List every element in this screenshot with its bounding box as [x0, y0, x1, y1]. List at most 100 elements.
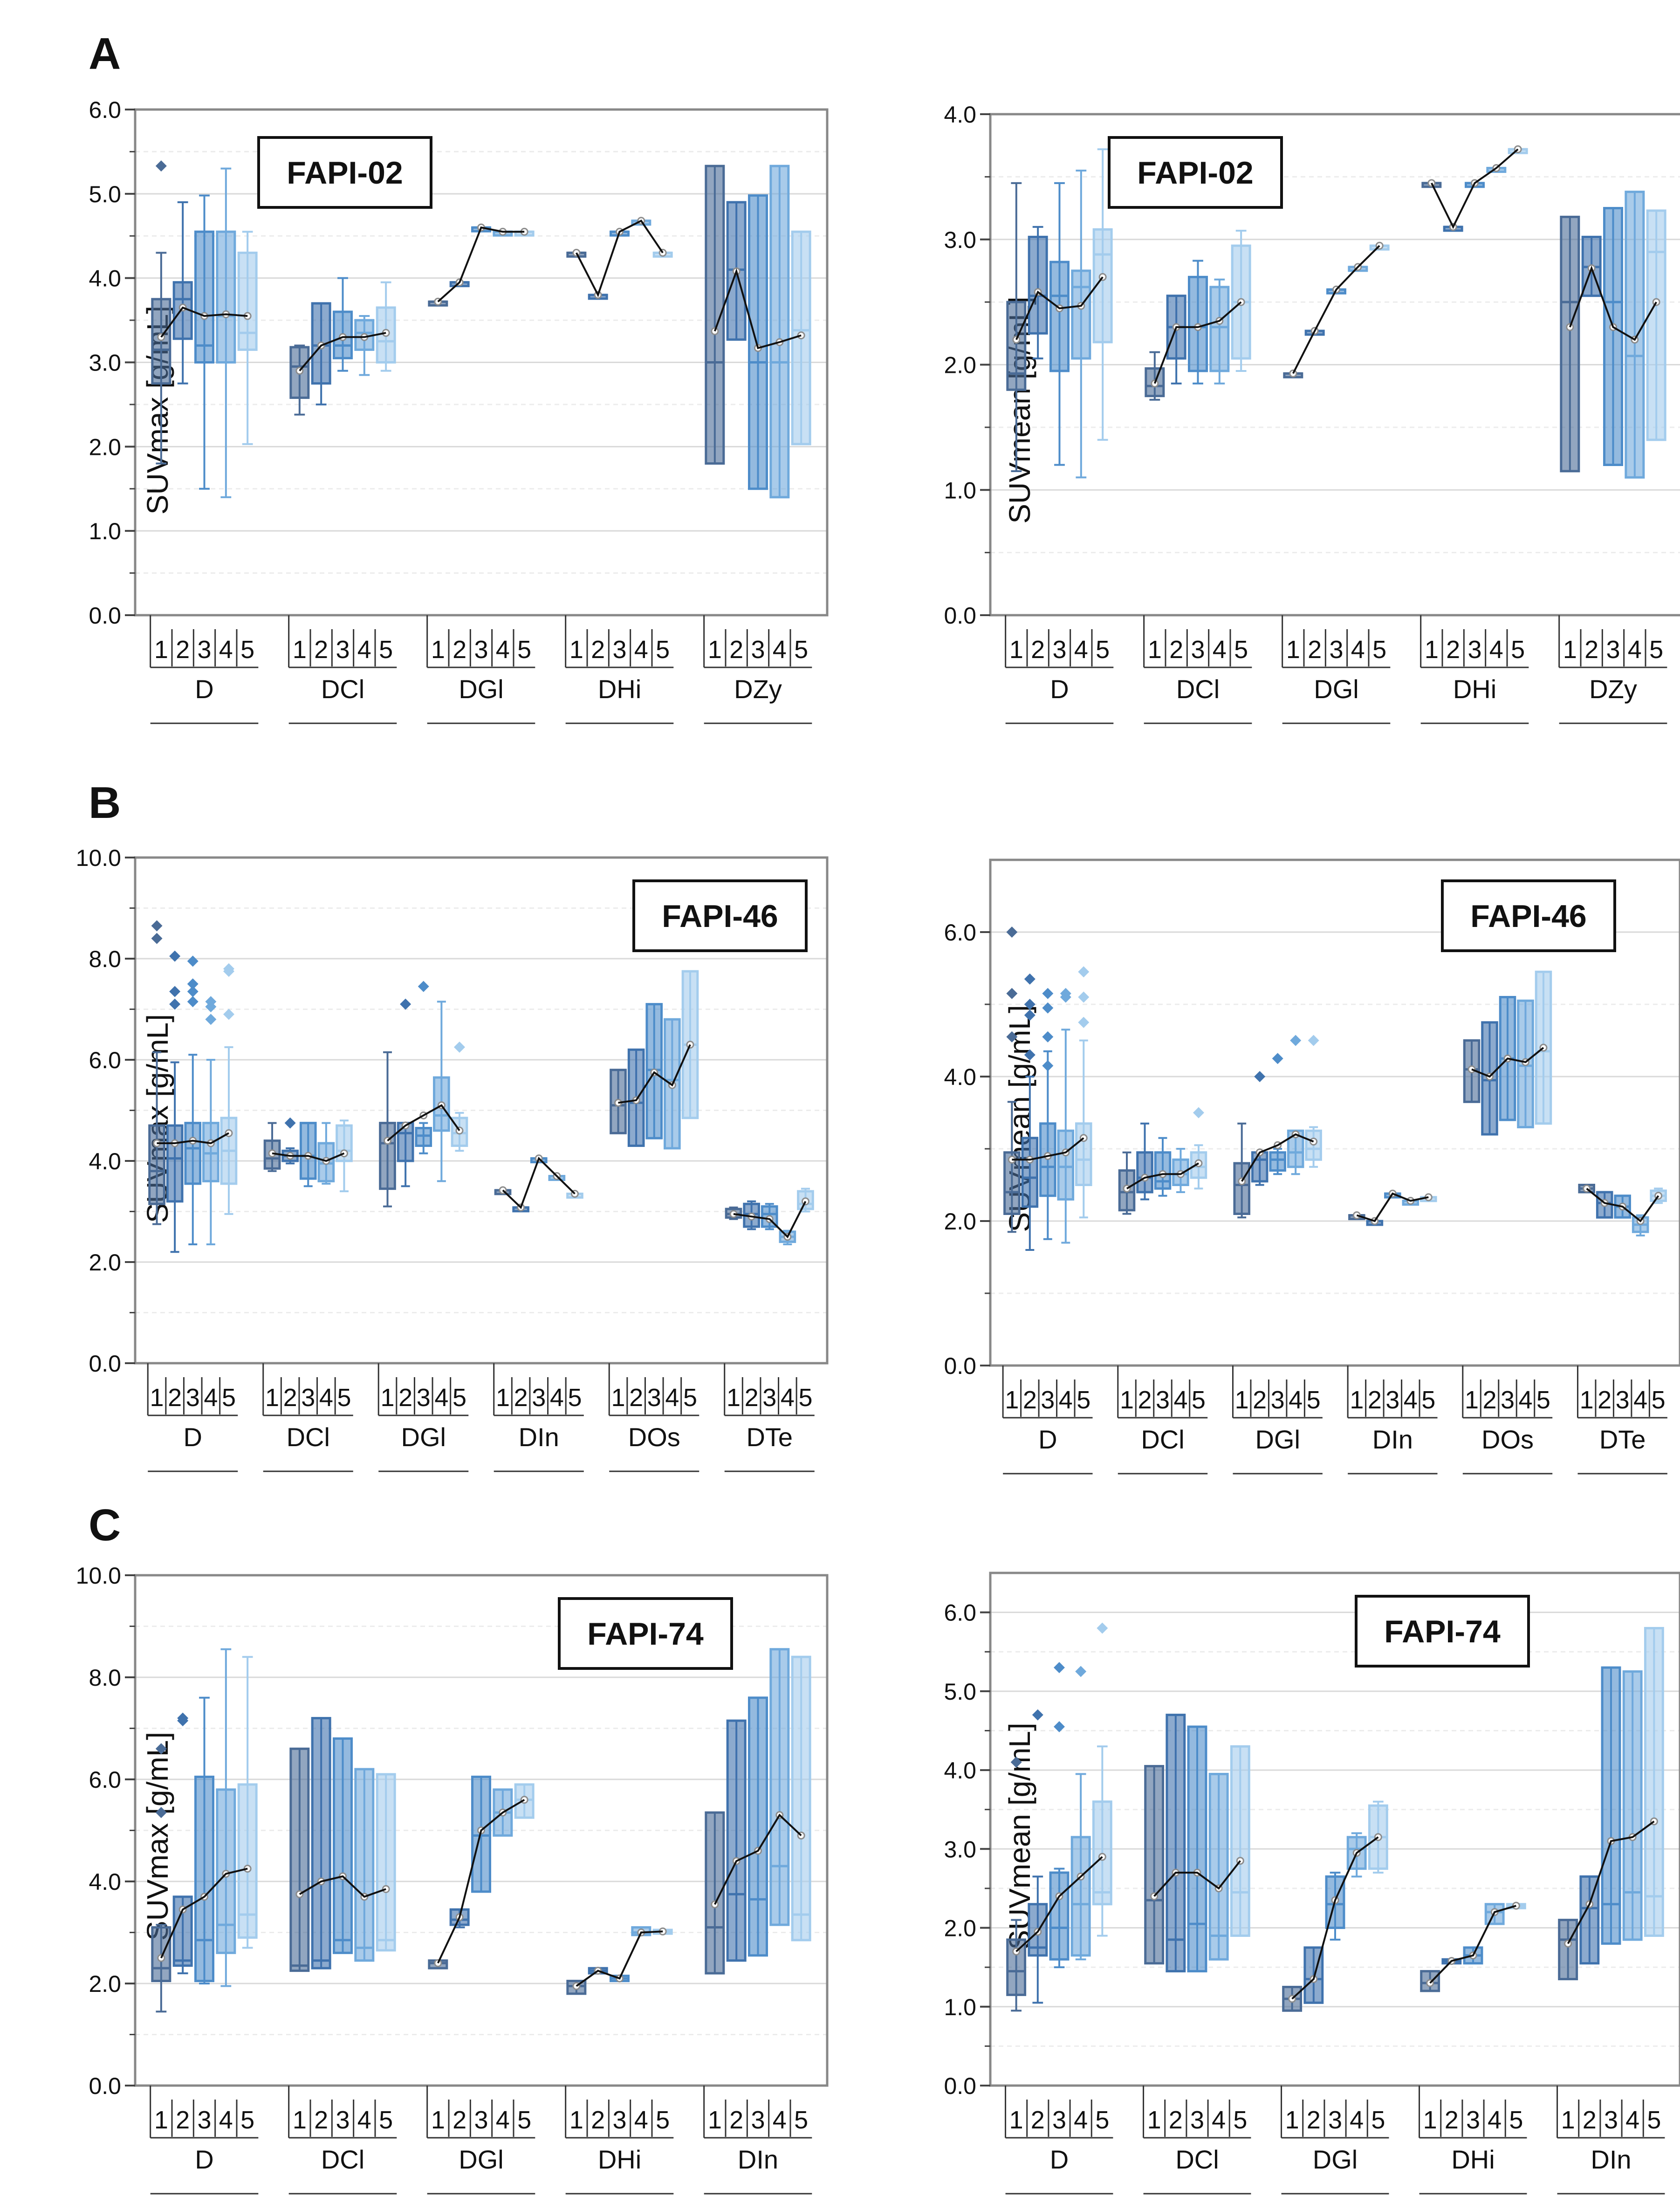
x-sub-label: 2	[1138, 1386, 1152, 1414]
x-sub-label: 3	[1191, 636, 1205, 664]
mean-trend-line	[299, 1875, 386, 1898]
iqr-box	[237, 251, 258, 351]
iqr-box	[1560, 215, 1580, 473]
group-d: 1 2 3 4 5D	[150, 160, 259, 724]
box-d-3	[1049, 182, 1070, 466]
group-din: 1 2 3 4 5 DIn	[493, 1154, 584, 1472]
x-sub-label: 1	[150, 1384, 164, 1412]
x-group-label: DCl	[1176, 674, 1220, 704]
group-din: 1 2 3 4 5 DIn	[1347, 1189, 1438, 1475]
x-group-label: DCl	[321, 674, 364, 704]
iqr-box	[1325, 1875, 1345, 1929]
box-dgl-5	[1305, 1035, 1322, 1168]
x-sub-label: 4	[634, 636, 648, 664]
x-sub-label: 3	[1604, 2106, 1618, 2134]
chart-title: FAPI-02	[287, 155, 403, 191]
x-sub-label: 5	[568, 1384, 582, 1412]
outlier-point	[453, 1041, 465, 1053]
x-sub-label: 3	[1052, 636, 1066, 664]
x-sub-label: 5	[1536, 1386, 1550, 1414]
x-sub-label: 2	[591, 636, 605, 664]
x-sub-label: 2	[1169, 636, 1183, 664]
x-sub-label: 3	[197, 636, 211, 664]
outlier-point	[1054, 1721, 1065, 1732]
outlier-point	[177, 1715, 189, 1727]
x-sub-label: 3	[1329, 636, 1343, 664]
box-dhi-5	[1508, 145, 1528, 154]
x-group-label: DIn	[519, 1422, 559, 1452]
box-dcl-4	[1209, 278, 1230, 384]
box-d-1	[1003, 927, 1021, 1233]
x-sub-label: 5	[794, 2106, 808, 2134]
mean-trend-line	[713, 268, 802, 350]
x-group-label: D	[195, 674, 213, 704]
mean-trend-line	[1153, 1860, 1241, 1897]
x-sub-label: 3	[336, 636, 350, 664]
x-sub-label: 5	[222, 1384, 236, 1412]
group-din: 1 2 3 4 5 DIn	[703, 1648, 812, 2195]
x-sub-label: 3	[186, 1384, 200, 1412]
mean-trend-line	[1292, 245, 1380, 374]
box-d-1	[151, 160, 171, 465]
x-sub-label: 5	[517, 636, 531, 664]
group-dgl: 1 2 3 4 5 DGl	[426, 223, 535, 724]
box-dgl-5	[514, 1783, 535, 1819]
box-dzy-3	[748, 194, 768, 490]
x-sub-label: 3	[197, 2106, 211, 2134]
y-tick-label: 2.0	[944, 352, 976, 378]
box-dgl-5	[1368, 1800, 1388, 1874]
box-dgl-1	[379, 1051, 396, 1208]
y-tick-label: 4.0	[89, 1869, 121, 1895]
x-sub-label: 5	[1647, 2106, 1661, 2134]
iqr-box	[1622, 1670, 1643, 1941]
group-dcl: 1 2 3 4 5 DCl	[1117, 1107, 1208, 1475]
box-dte-4	[1632, 1214, 1649, 1236]
outlier-point	[1006, 1031, 1018, 1043]
iqr-box	[1208, 1773, 1229, 1961]
y-tick-label: 2.0	[944, 1915, 976, 1942]
box-dcl-4	[354, 315, 375, 376]
x-sub-label: 2	[314, 2106, 328, 2134]
box-d-4	[216, 167, 236, 498]
x-sub-label: 3	[1041, 1386, 1055, 1414]
x-group-label: DCl	[287, 1422, 330, 1452]
iqr-box	[311, 1717, 331, 1970]
x-sub-label: 3	[1052, 2106, 1066, 2134]
x-sub-label: 2	[283, 1384, 297, 1412]
box-din-1	[1348, 1211, 1365, 1221]
outlier-point	[169, 986, 181, 997]
panel-letter-a: A	[89, 29, 121, 79]
y-tick-label: 2.0	[89, 1249, 121, 1276]
x-sub-label: 5	[240, 2106, 254, 2134]
box-d-5	[1092, 1622, 1112, 1937]
x-sub-label: 2	[1308, 636, 1322, 664]
panel-letter-c: C	[89, 1500, 121, 1550]
x-sub-label: 1	[1563, 636, 1577, 664]
outlier-point	[155, 1807, 167, 1819]
y-tick-label: 2.0	[89, 1971, 121, 1997]
x-sub-label: 4	[496, 636, 510, 664]
x-sub-label: 1	[569, 2106, 583, 2134]
iqr-box	[1028, 235, 1048, 335]
iqr-box	[166, 1124, 184, 1203]
mean-trend-line	[1569, 265, 1657, 341]
y-tick-label: 6.0	[89, 1047, 121, 1073]
iqr-box	[299, 1122, 317, 1180]
x-sub-label: 5	[656, 636, 670, 664]
iqr-box	[1092, 228, 1113, 343]
mean-trend-line	[1012, 1137, 1084, 1161]
x-sub-label: 3	[612, 636, 626, 664]
x-sub-label: 1	[1148, 636, 1162, 664]
x-sub-label: 2	[1023, 1386, 1037, 1414]
box-din-4	[1622, 1670, 1643, 1941]
box-dte-1	[1578, 1184, 1595, 1194]
y-axis-title: SUVmax [g/mL]	[141, 1732, 174, 1941]
box-dcl-1	[289, 1747, 310, 1972]
outlier-point	[151, 933, 163, 944]
x-sub-label: 3	[1501, 1386, 1515, 1414]
iqr-box	[748, 194, 768, 490]
box-d-2	[1028, 1709, 1048, 2004]
x-sub-label: 1	[431, 2106, 445, 2134]
x-sub-label: 2	[398, 1384, 412, 1412]
